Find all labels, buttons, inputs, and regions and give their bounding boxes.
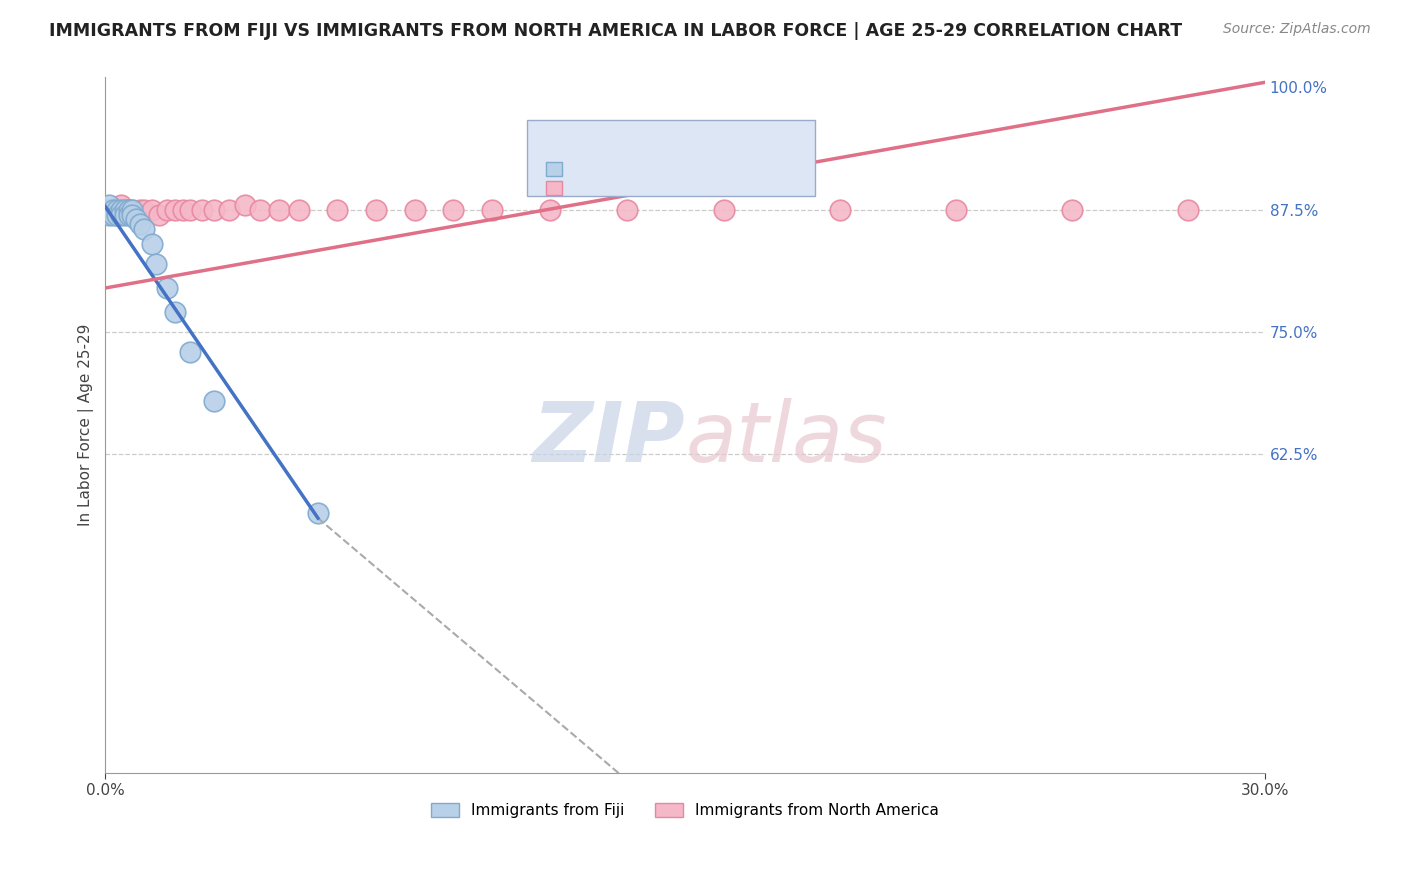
Point [326,202,349,217]
Point [269,202,291,217]
Point [145,256,167,270]
Text: Source: ZipAtlas.com: Source: ZipAtlas.com [1223,22,1371,37]
Point [121,202,143,217]
Point [129,217,152,231]
Point [233,198,256,212]
Point [114,202,136,217]
Point [945,202,967,217]
Point [129,202,152,217]
Point [616,202,638,217]
Point [98,202,121,217]
Point [218,202,240,217]
Point [105,208,128,222]
Point [125,212,148,227]
Point [828,202,851,217]
Point [101,208,124,222]
Point [98,202,121,217]
Point [202,393,225,408]
Point [114,208,136,222]
Y-axis label: In Labor Force | Age 25-29: In Labor Force | Age 25-29 [79,324,94,526]
Point [202,202,225,217]
Point [121,208,143,222]
Legend: Immigrants from Fiji, Immigrants from North America: Immigrants from Fiji, Immigrants from No… [426,797,945,824]
Point [132,222,155,236]
Point [117,202,139,217]
Point [287,202,309,217]
Point [98,198,121,212]
Point [105,208,128,222]
Point [101,202,124,217]
Text: R =  0.312  N = 35: R = 0.312 N = 35 [571,168,735,183]
Point [105,202,128,217]
Point [114,202,136,217]
Point [441,202,464,217]
Point [156,202,179,217]
Point [179,202,201,217]
Point [191,202,214,217]
Point [101,202,124,217]
Point [1060,202,1083,217]
Text: atlas: atlas [685,399,887,480]
Point [364,202,387,217]
Point [125,208,148,222]
Point [132,202,155,217]
Point [141,202,163,217]
Point [713,202,735,217]
Point [249,202,271,217]
Point [163,202,186,217]
Point [481,202,503,217]
Point [538,202,561,217]
Point [156,281,179,295]
Text: IMMIGRANTS FROM FIJI VS IMMIGRANTS FROM NORTH AMERICA IN LABOR FORCE | AGE 25-29: IMMIGRANTS FROM FIJI VS IMMIGRANTS FROM … [49,22,1182,40]
Point [98,208,121,222]
Point [117,208,139,222]
Point [148,208,170,222]
Point [141,236,163,251]
Point [307,506,329,520]
Text: ZIP: ZIP [533,399,685,480]
Point [121,202,143,217]
Point [172,202,194,217]
Point [1177,202,1199,217]
Point [110,198,132,212]
Point [110,208,132,222]
Point [110,202,132,217]
Point [179,344,201,359]
Point [117,202,139,217]
Point [404,202,426,217]
Point [163,305,186,319]
Text: R = -0.352  N = 25: R = -0.352 N = 25 [571,137,735,153]
